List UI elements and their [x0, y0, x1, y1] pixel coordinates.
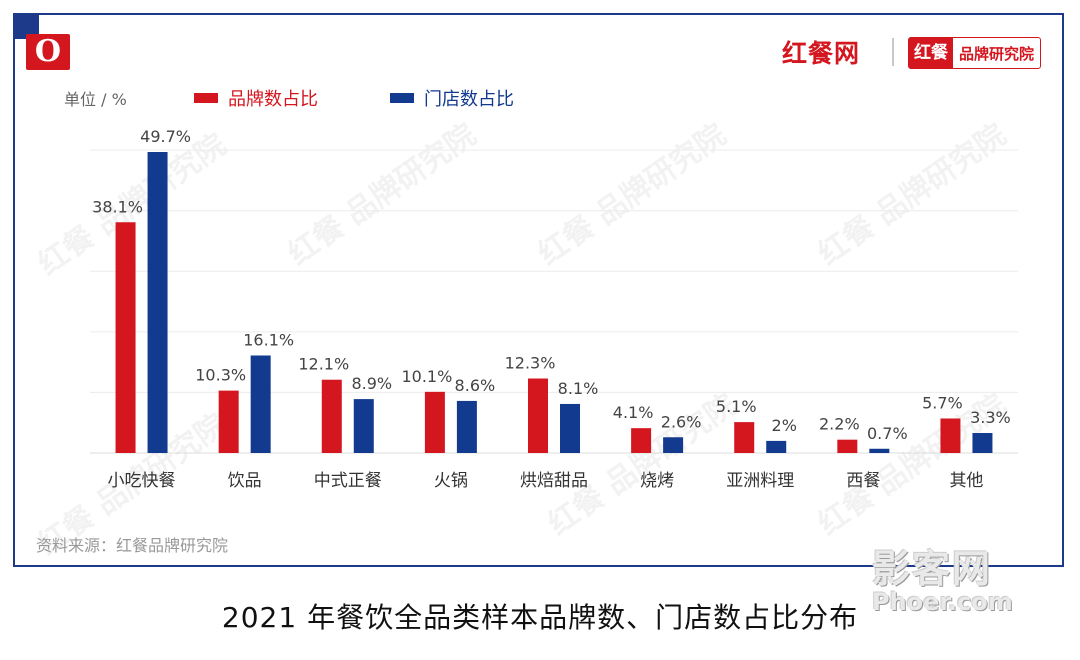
- legend-label-brand: 品牌数占比: [228, 89, 318, 110]
- bar-store: [766, 440, 787, 453]
- legend-item-brand: 品牌数占比: [194, 85, 318, 111]
- bar-store: [147, 152, 168, 453]
- data-label: 10.1%: [401, 367, 452, 386]
- brand-logo: O: [26, 34, 70, 70]
- x-tick-label: 其他: [949, 471, 983, 491]
- bar-brand: [940, 418, 961, 453]
- chart-frame: [13, 13, 1064, 567]
- source-note: 资料来源：红餐品牌研究院: [36, 536, 229, 555]
- bar-brand: [321, 379, 342, 453]
- bar-store: [663, 437, 684, 453]
- data-label: 12.3%: [505, 354, 556, 373]
- x-tick-label: 亚洲料理: [726, 471, 794, 491]
- brand-separator: [892, 38, 894, 66]
- bar-store: [869, 448, 890, 453]
- brand-name: 红餐网: [782, 39, 861, 68]
- data-label: 8.9%: [351, 374, 392, 393]
- data-label: 16.1%: [243, 330, 294, 349]
- brand-sub-tag: 红餐: [909, 38, 953, 68]
- data-label: 3.3%: [970, 408, 1011, 427]
- data-label: 8.6%: [455, 376, 496, 395]
- x-tick-label: 烘焙甜品: [520, 471, 588, 491]
- x-tick-label: 饮品: [228, 471, 262, 491]
- bar-store: [250, 355, 271, 453]
- bar-brand: [115, 222, 136, 453]
- data-label: 2.2%: [819, 415, 860, 434]
- bar-brand: [424, 391, 445, 453]
- data-label: 5.1%: [716, 397, 757, 416]
- chart-title: 2021 年餐饮全品类样本品牌数、门店数占比分布: [221, 601, 859, 634]
- x-tick-label: 烧烤: [640, 471, 674, 491]
- data-label: 2%: [772, 416, 797, 435]
- bar-store: [972, 433, 993, 453]
- data-label: 5.7%: [922, 393, 963, 412]
- bar-store: [353, 399, 374, 453]
- legend-swatch-red: [194, 93, 218, 103]
- legend-item-store: 门店数占比: [390, 85, 514, 111]
- bar-brand: [734, 422, 755, 453]
- bar-brand: [528, 378, 548, 453]
- data-label: 12.1%: [298, 355, 349, 374]
- x-tick-label: 火锅: [434, 471, 468, 491]
- data-label: 10.3%: [195, 366, 246, 385]
- legend-swatch-blue: [390, 93, 414, 103]
- x-tick-label: 西餐: [846, 471, 880, 491]
- x-tick-label: 小吃快餐: [108, 471, 176, 491]
- site-watermark: 影客网: [872, 547, 993, 591]
- bar-store: [456, 400, 477, 453]
- x-tick-label: 中式正餐: [314, 471, 382, 491]
- bar-brand: [837, 439, 858, 453]
- data-label: 2.6%: [661, 412, 702, 431]
- data-label: 49.7%: [140, 127, 191, 146]
- data-label: 38.1%: [92, 197, 143, 216]
- bar-brand: [631, 428, 652, 453]
- bar-store: [560, 403, 580, 453]
- legend-label-store: 门店数占比: [424, 89, 514, 110]
- brand-research-badge: 红餐 品牌研究院: [908, 37, 1042, 69]
- brand-sub-text: 品牌研究院: [959, 44, 1035, 63]
- data-label: 4.1%: [613, 403, 654, 422]
- unit-label: 单位 / %: [64, 90, 127, 109]
- site-watermark-url: Phoer.com: [872, 588, 1013, 616]
- data-label: 8.1%: [558, 379, 599, 398]
- data-label: 0.7%: [867, 424, 908, 443]
- bar-brand: [218, 390, 239, 453]
